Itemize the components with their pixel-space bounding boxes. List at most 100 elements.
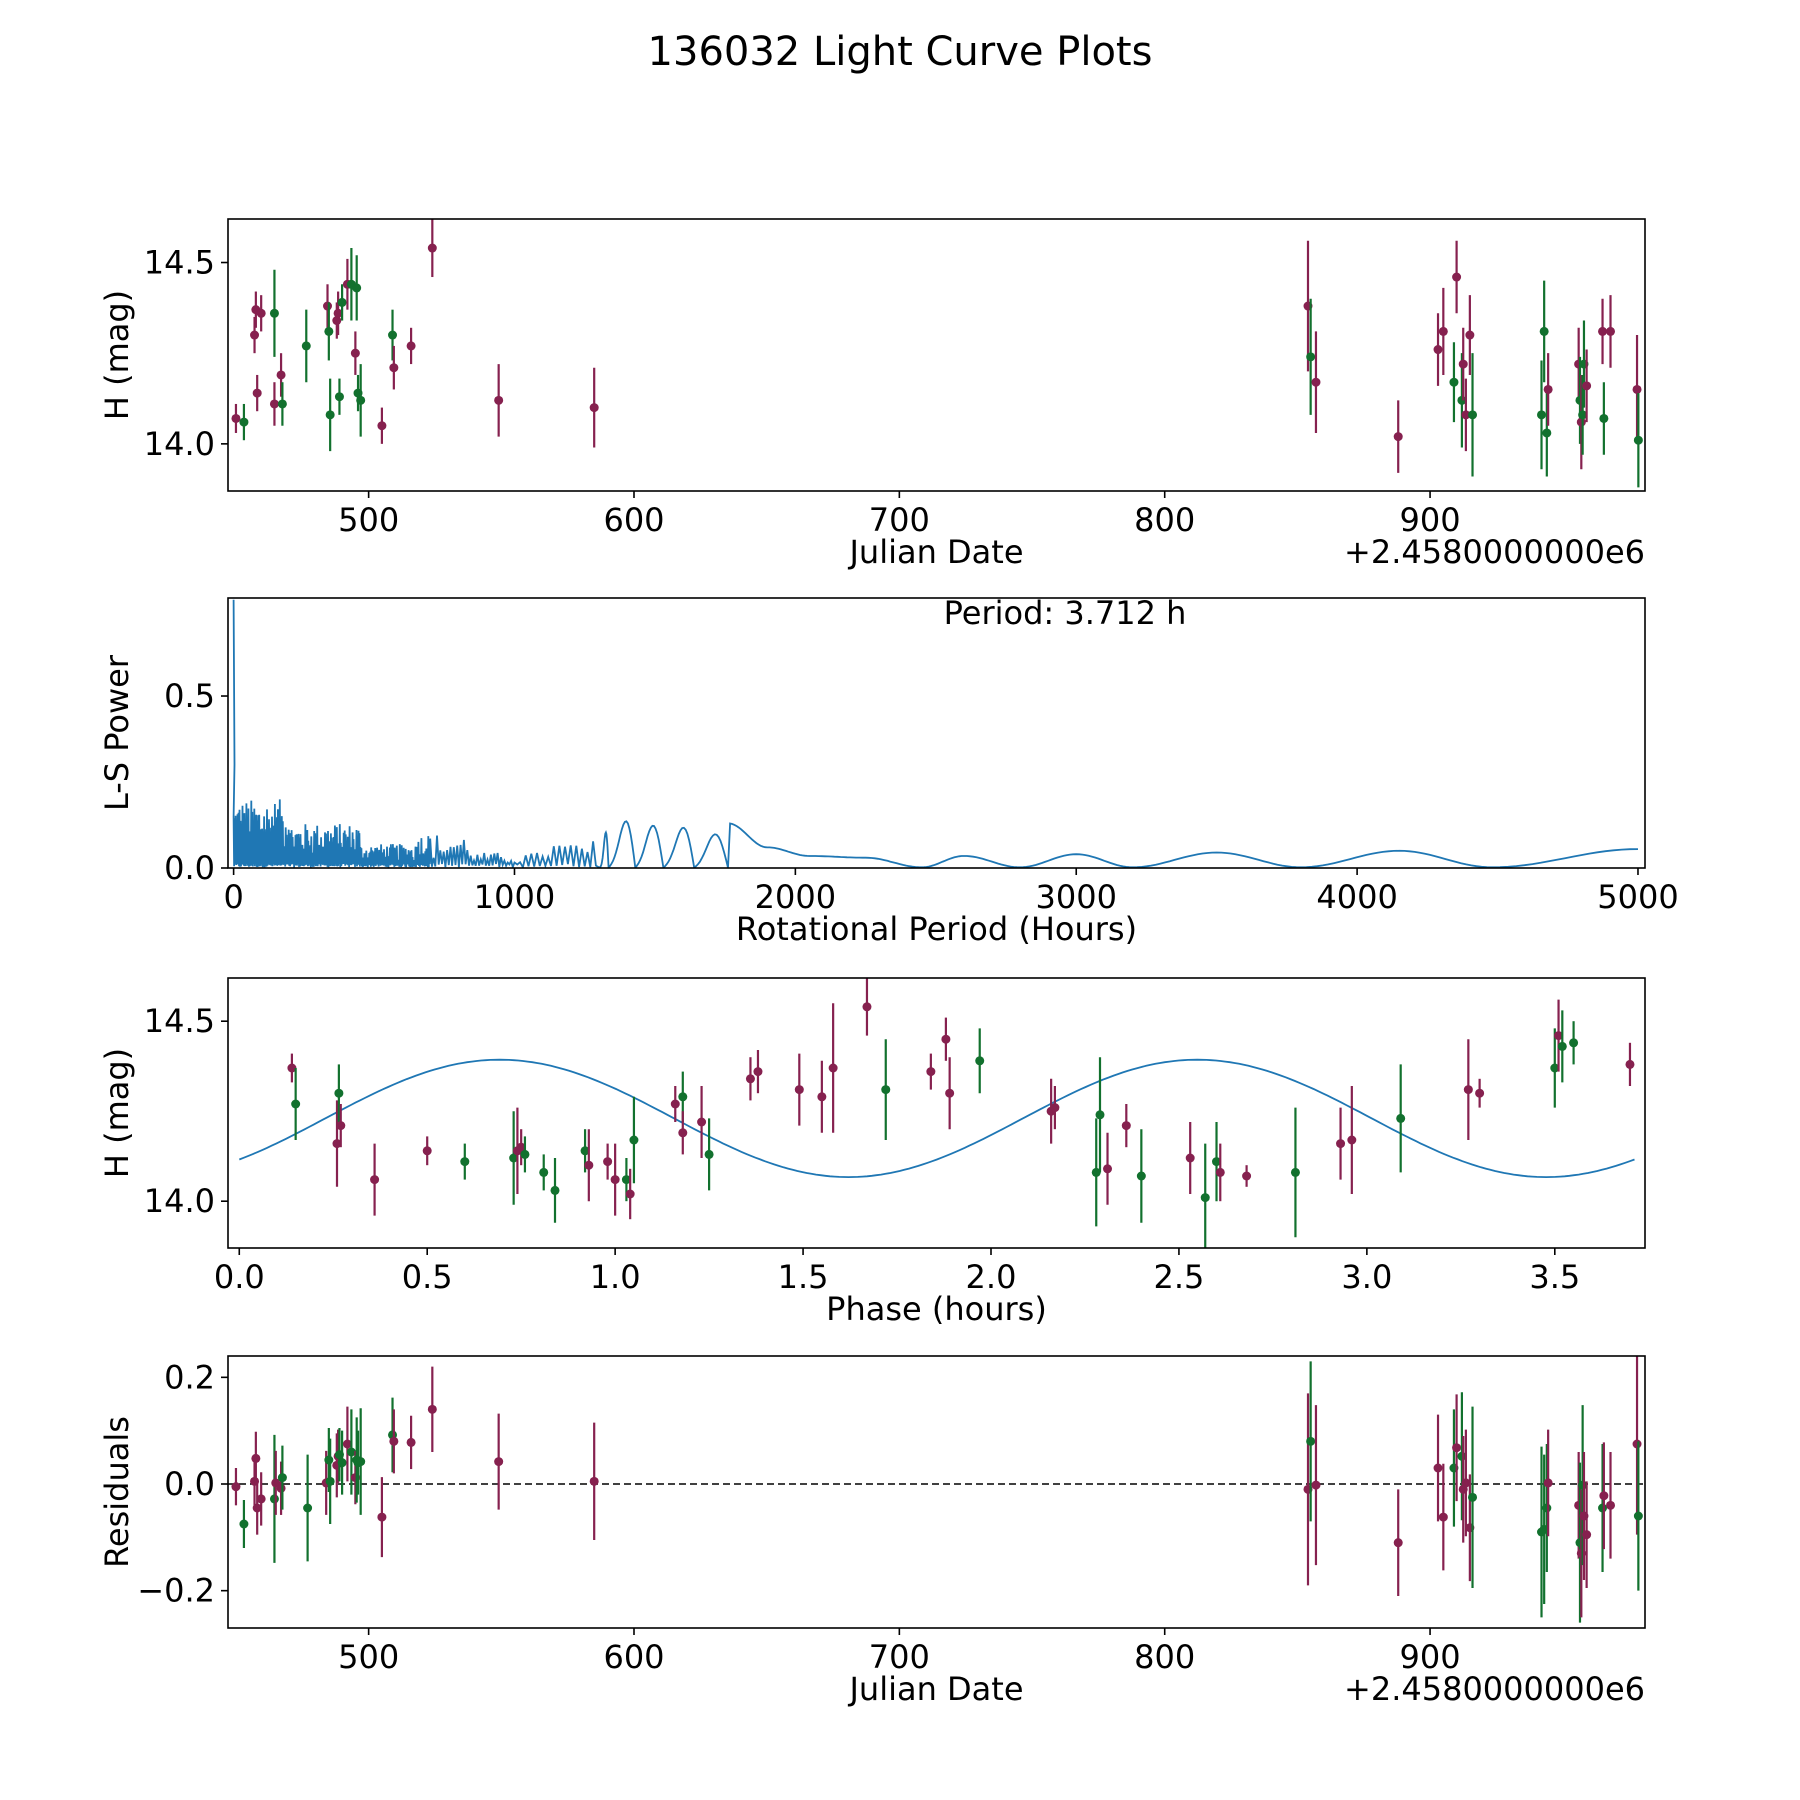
data-point <box>941 1034 951 1044</box>
data-point <box>494 1457 504 1467</box>
data-point <box>1103 1164 1113 1174</box>
data-point <box>427 1404 437 1414</box>
x-tick-label: 800 <box>1134 501 1195 539</box>
data-point <box>1449 377 1459 387</box>
data-point <box>269 1494 279 1504</box>
y-tick-label: 0.5 <box>164 677 215 715</box>
data-point <box>1578 410 1588 420</box>
x-tick-label: 3.5 <box>1529 1258 1580 1296</box>
data-point <box>584 1160 594 1170</box>
data-point <box>1606 1500 1616 1510</box>
data-point <box>269 308 279 318</box>
data-point <box>1461 1478 1471 1488</box>
data-point <box>252 1503 262 1513</box>
data-point <box>589 1476 599 1486</box>
plot-frame <box>227 218 1646 492</box>
data-point <box>250 330 260 340</box>
data-point <box>881 1085 891 1095</box>
x-offset-label: +2.4580000000e6 <box>1344 1670 1645 1708</box>
x-tick-label: 3.0 <box>1341 1258 1392 1296</box>
y-axis-label: H (mag) <box>98 290 136 420</box>
data-point <box>325 1476 335 1486</box>
data-point <box>1242 1171 1252 1181</box>
data-point <box>603 1157 613 1167</box>
data-point <box>460 1157 470 1167</box>
data-point <box>550 1185 560 1195</box>
x-tick-label: 0.5 <box>402 1258 453 1296</box>
data-point <box>1598 326 1608 336</box>
x-axis-label: Rotational Period (Hours) <box>736 910 1137 948</box>
data-point <box>1463 1085 1473 1095</box>
plot-frame <box>227 977 1646 1249</box>
data-point <box>1625 1059 1635 1069</box>
data-point <box>377 421 387 431</box>
data-point <box>1311 377 1321 387</box>
x-tick-label: 1000 <box>474 878 555 916</box>
data-point <box>1633 1511 1643 1521</box>
data-point <box>610 1175 620 1185</box>
data-point <box>1121 1121 1131 1131</box>
data-point <box>334 1088 344 1098</box>
data-point <box>324 326 334 336</box>
data-point <box>1050 1103 1060 1113</box>
data-point <box>1311 1480 1321 1490</box>
data-point <box>277 1473 287 1483</box>
data-point <box>342 1439 352 1449</box>
data-point <box>862 1002 872 1012</box>
data-point <box>828 1063 838 1073</box>
data-point <box>277 399 287 409</box>
data-point <box>1452 1443 1462 1453</box>
data-point <box>753 1067 763 1077</box>
data-point <box>388 330 398 340</box>
plot-frame <box>227 597 1646 869</box>
data-point <box>406 1437 416 1447</box>
data-point <box>580 1146 590 1156</box>
data-point <box>1212 1157 1222 1167</box>
data-point <box>1095 1110 1105 1120</box>
data-point <box>509 1153 519 1163</box>
x-tick-label: 0.0 <box>214 1258 265 1296</box>
y-axis-label: H (mag) <box>98 1048 136 1178</box>
data-point <box>301 341 311 351</box>
data-point <box>1543 384 1553 394</box>
x-offset-label: +2.4580000000e6 <box>1344 533 1645 571</box>
plot-frame <box>227 1355 1646 1629</box>
data-point <box>276 370 286 380</box>
data-point <box>252 388 262 398</box>
data-point <box>337 1458 347 1468</box>
data-point <box>539 1167 549 1177</box>
data-point <box>1606 326 1616 336</box>
x-tick-label: 1.0 <box>590 1258 641 1296</box>
data-point <box>406 341 416 351</box>
x-tick-label: 0 <box>223 878 243 916</box>
x-axis-label: Julian Date <box>847 1670 1023 1708</box>
data-point <box>794 1085 804 1095</box>
data-point <box>256 308 266 318</box>
data-point <box>1557 1041 1567 1051</box>
data-point <box>352 283 362 293</box>
data-point <box>356 1457 366 1467</box>
data-point <box>231 413 241 423</box>
data-point <box>1554 1031 1564 1041</box>
x-tick-label: 500 <box>338 1638 399 1676</box>
data-point <box>1347 1135 1357 1145</box>
data-point <box>1633 435 1643 445</box>
data-point <box>350 348 360 358</box>
data-point <box>926 1067 936 1077</box>
data-point <box>745 1074 755 1084</box>
x-tick-label: 600 <box>603 1638 664 1676</box>
data-point <box>1200 1193 1210 1203</box>
data-points <box>231 1356 1643 1623</box>
data-point <box>1458 359 1468 369</box>
data-point <box>520 1149 530 1159</box>
residuals-panel: 500 600 700 800 900 −0.2 0.0 0.2 Julian Date +2.4… <box>98 1355 1646 1708</box>
x-tick-label: 5000 <box>1597 878 1678 916</box>
data-point <box>945 1088 955 1098</box>
data-points <box>287 978 1635 1248</box>
data-point <box>1393 1538 1403 1548</box>
data-point <box>370 1175 380 1185</box>
data-point <box>1632 384 1642 394</box>
y-axis-label: Residuals <box>98 1416 136 1568</box>
